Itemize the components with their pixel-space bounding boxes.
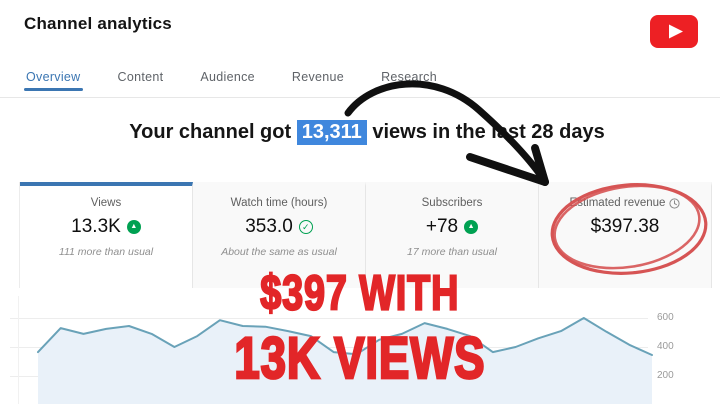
metric-value: 13.3K [71,216,121,237]
y-axis-tick-600: 600 [657,312,674,323]
metric-card-watch-time[interactable]: Watch time (hours) 353.0 ✓ About the sam… [193,182,366,288]
metric-card-views[interactable]: Views 13.3K ▲ 111 more than usual [20,182,193,288]
metric-caption: 111 more than usual [58,246,154,258]
metric-caption: 17 more than usual [407,246,497,258]
metric-label: Views [90,197,122,209]
metric-label: Watch time (hours) [230,197,328,209]
metric-card-subscribers[interactable]: Subscribers +78 ▲ 17 more than usual [366,182,539,288]
y-axis-tick-200: 200 [657,370,674,381]
up-arrow-circle-icon: ▲ [126,220,141,234]
tab-overview[interactable]: Overview [24,60,83,98]
gridline-600 [10,318,648,319]
metric-value: 353.0 [245,216,293,237]
tab-content[interactable]: Content [117,70,164,84]
metric-caption: About the same as usual [221,246,337,258]
y-axis-tick-400: 400 [657,341,674,352]
youtube-logo-icon [650,15,698,48]
gridline-400 [10,347,648,348]
metric-value: +78 [425,216,459,237]
up-arrow-circle-icon: ▲ [464,220,479,234]
tab-revenue[interactable]: Revenue [291,70,345,84]
check-circle-icon: ✓ [298,220,313,234]
tab-audience[interactable]: Audience [200,70,255,84]
chart-left-axis-line [18,296,19,404]
headline-prefix: Your channel got [129,121,297,143]
metric-label: Subscribers [421,197,483,209]
page-title: Channel analytics [24,14,172,33]
